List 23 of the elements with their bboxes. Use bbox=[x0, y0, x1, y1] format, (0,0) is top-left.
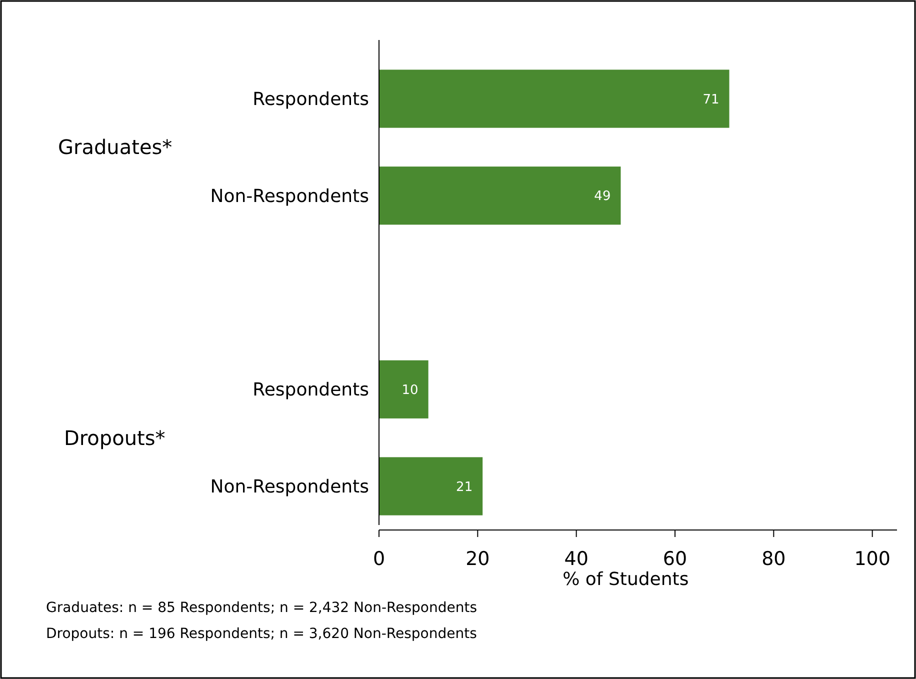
x-tick-label: 40 bbox=[564, 548, 588, 570]
text: Dropouts: n = 196 Respondents; n = 3,620 Non-Respondents bbox=[46, 626, 477, 642]
x-tick-label: 20 bbox=[466, 548, 490, 570]
text: Graduates* bbox=[58, 135, 172, 160]
y-tick-label: Non-Respondents bbox=[210, 186, 369, 207]
bar bbox=[379, 360, 428, 418]
y-tick-label: Non-Respondents bbox=[210, 476, 369, 498]
y-tick-label: Respondents bbox=[252, 89, 369, 110]
x-tick-label: 100 bbox=[854, 548, 890, 570]
data-label: 49 bbox=[594, 189, 611, 204]
bar bbox=[379, 166, 621, 225]
data-label: 21 bbox=[456, 480, 473, 495]
text: Dropouts* bbox=[64, 426, 166, 450]
x-axis-title: % of Students bbox=[562, 569, 689, 590]
data-label: 71 bbox=[702, 92, 720, 108]
x-tick-label: 60 bbox=[662, 548, 688, 570]
bar bbox=[379, 457, 483, 516]
x-tick-label: 80 bbox=[762, 548, 786, 570]
text: Graduates: n = 85 Respondents; n = 2,432 Non-Respondents bbox=[46, 600, 477, 616]
bar bbox=[379, 70, 730, 128]
x-tick-label: 0 bbox=[372, 548, 386, 570]
y-tick-label: Respondents bbox=[252, 380, 369, 401]
data-label: 10 bbox=[402, 382, 418, 398]
